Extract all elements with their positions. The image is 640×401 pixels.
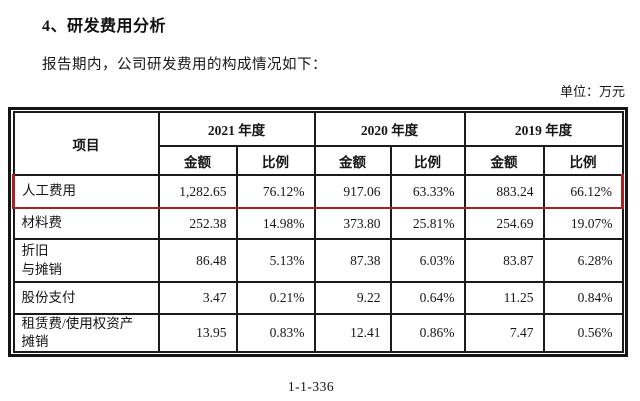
item-cell: 人工费用 [12,174,160,209]
amount-cell: 7.47 [463,312,545,354]
col-header-amount: 金额 [157,145,238,176]
col-header-ratio: 比例 [542,145,624,176]
col-header-ratio: 比例 [389,145,466,176]
amount-cell: 87.38 [313,238,392,283]
rd-expense-table: 项目 2021 年度 2020 年度 2019 年度 金额 比例 金额 比例 金… [8,107,628,358]
amount-cell: 3.47 [157,281,238,315]
col-header-ratio: 比例 [235,145,316,176]
item-cell: 材料费 [12,207,160,240]
page-number: 1-1-336 [287,379,335,395]
ratio-cell: 14.98% [235,207,316,240]
amount-cell: 12.41 [313,312,392,354]
col-header-year-2019: 2019 年度 [463,111,624,147]
ratio-cell: 6.03% [389,238,466,283]
amount-cell: 1,282.65 [157,174,238,209]
amount-cell: 917.06 [313,174,392,209]
ratio-cell: 0.56% [542,312,624,354]
col-header-year-2021: 2021 年度 [157,111,316,147]
table-row: 股份支付 3.47 0.21% 9.22 0.64% 11.25 0.84% [12,281,624,315]
section-title: 4、研发费用分析 [42,18,167,35]
ratio-cell: 63.33% [389,174,466,209]
ratio-cell: 25.81% [389,207,466,240]
unit-label: 单位：万元 [559,84,625,99]
col-header-amount: 金额 [463,145,545,176]
ratio-cell: 0.84% [542,281,624,315]
col-header-amount: 金额 [313,145,392,176]
amount-cell: 373.80 [313,207,392,240]
table-row: 租赁费/使用权资产 摊销 13.95 0.83% 12.41 0.86% 7.4… [12,312,624,354]
amount-cell: 11.25 [463,281,545,315]
ratio-cell: 76.12% [235,174,316,209]
intro-text: 报告期内，公司研发费用的构成情况如下： [42,57,327,73]
amount-cell: 86.48 [157,238,238,283]
ratio-cell: 0.83% [235,312,316,354]
amount-cell: 254.69 [463,207,545,240]
col-header-item: 项目 [12,111,160,176]
ratio-cell: 19.07% [542,207,624,240]
ratio-cell: 5.13% [235,238,316,283]
item-cell: 租赁费/使用权资产 摊销 [12,312,160,354]
item-cell: 股份支付 [12,281,160,315]
amount-cell: 13.95 [157,312,238,354]
table-row: 折旧 与摊销 86.48 5.13% 87.38 6.03% 83.87 6.2… [12,238,624,283]
item-cell: 折旧 与摊销 [12,238,160,283]
col-header-year-2020: 2020 年度 [313,111,466,147]
amount-cell: 252.38 [157,207,238,240]
ratio-cell: 0.21% [235,281,316,315]
ratio-cell: 0.64% [389,281,466,315]
ratio-cell: 66.12% [542,174,624,209]
ratio-cell: 6.28% [542,238,624,283]
table-row: 材料费 252.38 14.98% 373.80 25.81% 254.69 1… [12,207,624,240]
ratio-cell: 0.86% [389,312,466,354]
rd-expense-table-grid: 项目 2021 年度 2020 年度 2019 年度 金额 比例 金额 比例 金… [12,111,624,354]
amount-cell: 883.24 [463,174,545,209]
table-row: 人工费用 1,282.65 76.12% 917.06 63.33% 883.2… [12,174,624,209]
amount-cell: 83.87 [463,238,545,283]
amount-cell: 9.22 [313,281,392,315]
